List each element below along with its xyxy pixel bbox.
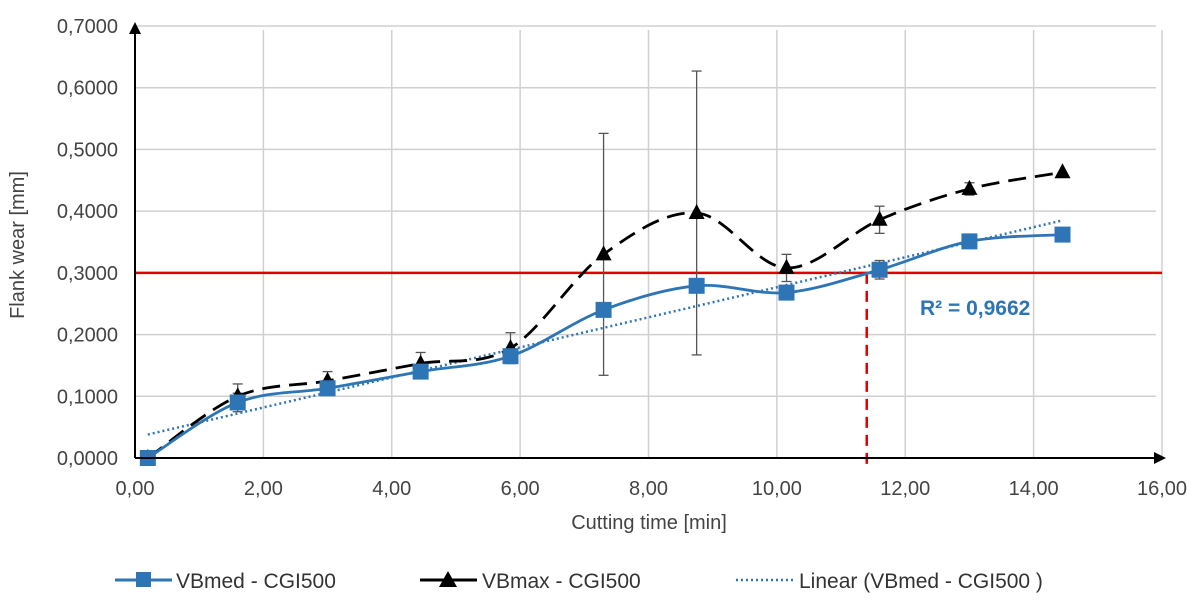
x-tick-label: 14,00 — [1009, 478, 1059, 500]
x-tick-label: 6,00 — [501, 478, 540, 500]
vbmed-point — [1054, 226, 1071, 243]
vbmed-point — [229, 394, 246, 411]
linear-trend-line — [147, 219, 1063, 436]
y-axis-arrow — [129, 22, 141, 34]
series-group — [139, 70, 1071, 466]
vbmax-point — [688, 203, 705, 219]
y-tick-label: 0,0000 — [57, 448, 118, 470]
x-tick-label: 10,00 — [752, 478, 802, 500]
legend-item-vbmax: VBmax - CGI500 — [420, 570, 641, 593]
axes-group — [129, 22, 1166, 464]
vbmax-point — [961, 179, 978, 195]
x-tick-label: 4,00 — [372, 478, 411, 500]
vbmed-point — [688, 277, 705, 294]
r-squared-annotation: R² = 0,9662 — [920, 297, 1030, 320]
vbmed-series-line — [147, 233, 1063, 460]
legend-item-linear: Linear (VBmed - CGI500 ) — [736, 570, 1043, 593]
vbmed-point — [778, 284, 795, 301]
legend: VBmed - CGI500 VBmax - CGI500 Linear (VB… — [115, 570, 1043, 593]
y-tick-label: 0,7000 — [57, 16, 118, 38]
legend-label-linear: Linear (VBmed - CGI500 ) — [799, 570, 1043, 593]
x-tick-label: 8,00 — [629, 478, 668, 500]
legend-marker-vbmed — [136, 572, 151, 587]
vbmax-point — [1054, 163, 1071, 179]
x-tick-label: 12,00 — [880, 478, 930, 500]
x-tick-label: 2,00 — [244, 478, 283, 500]
vbmax-point — [778, 258, 795, 274]
x-axis-title: Cutting time [min] — [571, 512, 727, 534]
x-tick-label: 0,00 — [116, 478, 155, 500]
y-tick-label: 0,4000 — [57, 201, 118, 223]
x-tick-label: 16,00 — [1137, 478, 1187, 500]
legend-item-vbmed: VBmed - CGI500 — [115, 570, 336, 593]
legend-marker-vbmax — [439, 571, 457, 587]
threshold-line-group — [135, 271, 1162, 464]
y-tick-label: 0,5000 — [57, 139, 118, 161]
legend-label-vbmax: VBmax - CGI500 — [482, 570, 641, 593]
vbmax-point — [595, 245, 612, 261]
vbmed-point — [319, 380, 336, 397]
legend-label-vbmed: VBmed - CGI500 — [176, 570, 336, 593]
tick-labels: 0,00 2,00 4,00 6,00 8,00 10,00 12,00 14,00 16,00… — [57, 16, 1187, 500]
vbmed-point — [871, 261, 888, 278]
y-tick-label: 0,2000 — [57, 325, 118, 347]
vbmed-point — [595, 301, 612, 318]
y-axis-title: Flank wear [mm] — [7, 171, 29, 319]
y-tick-label: 0,6000 — [57, 78, 118, 100]
x-axis-arrow — [1154, 452, 1166, 464]
y-tick-label: 0,3000 — [57, 263, 118, 285]
vbmed-point — [502, 348, 519, 365]
vbmed-point — [412, 363, 429, 380]
vbmax-point — [871, 210, 888, 226]
vbmed-point — [961, 233, 978, 250]
y-tick-label: 0,1000 — [57, 386, 118, 408]
